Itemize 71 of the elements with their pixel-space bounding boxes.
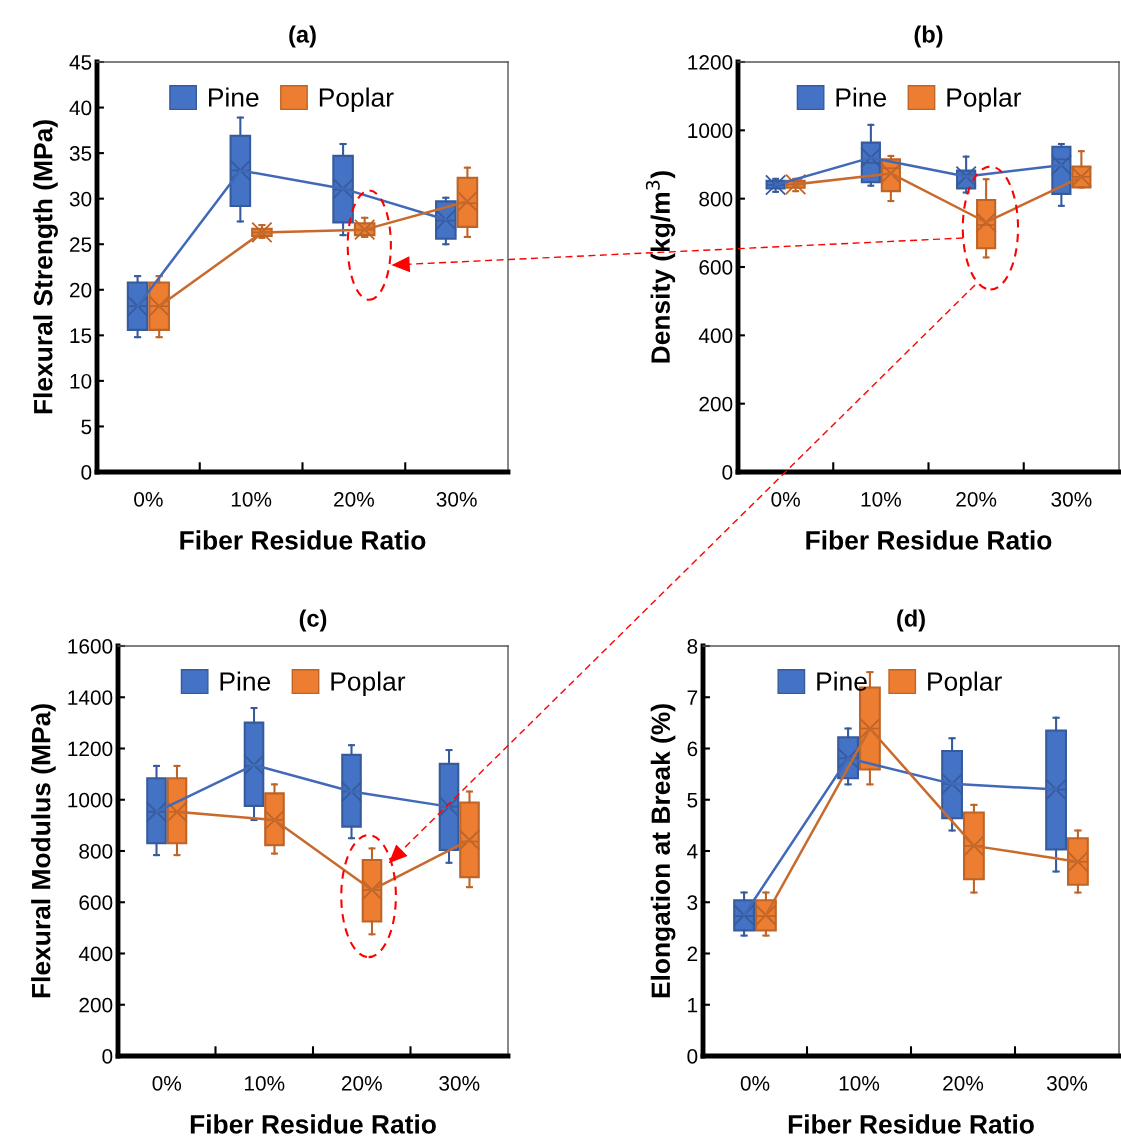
legend-label: Pine bbox=[817, 671, 867, 691]
y-tick-label: 0 bbox=[81, 465, 92, 480]
y-tick-label: 800 bbox=[79, 844, 113, 859]
x-tick-label: 0% bbox=[740, 1075, 770, 1091]
chart-title: (a) bbox=[289, 25, 316, 48]
x-tick-label: 0% bbox=[771, 491, 800, 507]
y-tick-label: 400 bbox=[78, 946, 113, 962]
x-tick-label: 30% bbox=[1051, 491, 1092, 507]
y-tick-label: 1200 bbox=[68, 741, 113, 757]
y-tick-label: 600 bbox=[79, 895, 113, 910]
y-tick-label: 25 bbox=[70, 237, 92, 252]
x-axis-title: Fiber Residue Ratio bbox=[788, 1114, 1034, 1134]
chart-title: (d) bbox=[897, 609, 925, 632]
x-tick-label: 30% bbox=[439, 1075, 480, 1091]
chart-title: (b) bbox=[914, 25, 943, 48]
x-tick-label: 10% bbox=[244, 1075, 285, 1091]
y-tick-label: 20 bbox=[70, 282, 92, 298]
x-tick-label: 0% bbox=[134, 491, 163, 507]
x-tick-label: 0% bbox=[152, 1075, 182, 1091]
legend-label: Poplar bbox=[947, 87, 1022, 113]
legend-label: Pine bbox=[220, 671, 271, 691]
y-axis-title: Flexural Modulus (MPa) bbox=[31, 704, 56, 998]
y-tick-label: 7 bbox=[687, 690, 698, 705]
x-tick-label: 30% bbox=[1046, 1075, 1088, 1091]
x-tick-label: 20% bbox=[334, 491, 374, 507]
x-tick-label: 10% bbox=[231, 491, 272, 507]
y-tick-label: 400 bbox=[698, 328, 733, 344]
y-tick-label: 6 bbox=[687, 741, 698, 757]
y-tick-label: 1400 bbox=[68, 690, 113, 705]
legend-label: Poplar bbox=[331, 671, 406, 697]
y-tick-label: 40 bbox=[69, 100, 92, 116]
x-tick-label: 10% bbox=[839, 1075, 880, 1091]
x-tick-label: 20% bbox=[956, 491, 997, 507]
y-tick-label: 1000 bbox=[68, 792, 113, 808]
y-tick-label: 8 bbox=[687, 639, 698, 654]
y-tick-label: 5 bbox=[687, 792, 698, 808]
y-tick-label: 3 bbox=[687, 895, 698, 910]
y-tick-label: 200 bbox=[699, 396, 733, 412]
y-tick-label: 0 bbox=[722, 465, 733, 480]
legend-label: Poplar bbox=[319, 87, 394, 113]
x-axis-title: Fiber Residue Ratio bbox=[190, 1114, 436, 1134]
legend-label: Pine bbox=[209, 87, 259, 107]
x-tick-label: 10% bbox=[861, 491, 901, 507]
legend-label: Poplar bbox=[928, 671, 1002, 697]
x-tick-label: 20% bbox=[943, 1075, 984, 1091]
y-axis-title: Density (kg/m$^{3}$) bbox=[645, 171, 676, 363]
y-tick-label: 0 bbox=[687, 1049, 698, 1064]
x-axis-title: Fiber Residue Ratio bbox=[180, 530, 426, 550]
y-tick-label: 10 bbox=[70, 373, 92, 389]
y-tick-label: 5 bbox=[81, 419, 92, 435]
legend-label: Pine bbox=[836, 87, 886, 107]
x-tick-label: 30% bbox=[436, 491, 477, 507]
y-tick-label: 45 bbox=[69, 55, 92, 70]
y-tick-label: 0 bbox=[102, 1049, 113, 1064]
y-tick-label: 2 bbox=[687, 946, 698, 962]
y-tick-label: 1 bbox=[688, 997, 698, 1013]
y-tick-label: 1000 bbox=[688, 123, 733, 139]
y-tick-label: 1600 bbox=[68, 639, 113, 654]
x-tick-label: 20% bbox=[341, 1075, 382, 1091]
chart-title: (c) bbox=[299, 609, 327, 632]
y-tick-label: 600 bbox=[699, 260, 733, 275]
y-axis-title: Flexural Strength (MPa) bbox=[33, 120, 58, 414]
y-tick-label: 30 bbox=[69, 191, 92, 207]
y-tick-label: 4 bbox=[687, 844, 698, 859]
x-axis-title: Fiber Residue Ratio bbox=[806, 530, 1052, 550]
y-tick-label: 1200 bbox=[688, 55, 733, 70]
y-tick-label: 15 bbox=[70, 328, 92, 344]
y-axis-title: Elongation at Break (%) bbox=[650, 704, 676, 998]
y-tick-label: 35 bbox=[69, 146, 92, 161]
y-tick-label: 200 bbox=[79, 997, 113, 1013]
y-tick-label: 800 bbox=[699, 191, 733, 207]
